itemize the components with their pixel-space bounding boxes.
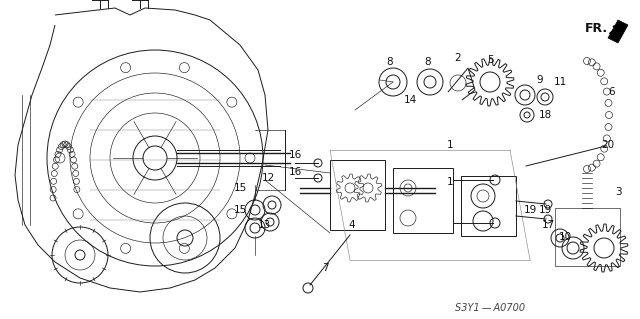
Text: 19: 19 [524, 205, 536, 215]
Text: 4: 4 [349, 220, 355, 230]
Text: 3: 3 [614, 187, 621, 197]
Text: 13: 13 [257, 220, 271, 230]
Text: 8: 8 [387, 57, 394, 67]
Text: 1: 1 [447, 177, 453, 187]
Text: 7: 7 [322, 263, 328, 273]
Text: 5: 5 [486, 55, 493, 65]
Text: 6: 6 [609, 87, 615, 97]
Text: 1: 1 [447, 140, 453, 150]
Bar [461, 176, 516, 236]
Text: 16: 16 [289, 167, 301, 177]
Text: 16: 16 [289, 150, 301, 160]
Text: 20: 20 [602, 140, 614, 150]
Text: 2: 2 [454, 53, 461, 63]
Text: 17: 17 [541, 220, 555, 230]
Polygon shape [608, 20, 628, 43]
Text: 15: 15 [234, 183, 246, 193]
Bar [393, 168, 453, 233]
Text: 11: 11 [554, 77, 566, 87]
Text: S3Y1 — A0700: S3Y1 — A0700 [455, 303, 525, 313]
Text: 12: 12 [261, 173, 275, 183]
Text: 15: 15 [234, 205, 246, 215]
Text: 18: 18 [538, 110, 552, 120]
Text: 19: 19 [538, 205, 552, 215]
Bar [555, 208, 620, 266]
Text: 14: 14 [403, 95, 417, 105]
Text: FR.: FR. [584, 21, 607, 34]
Text: 10: 10 [559, 232, 572, 242]
Text: 8: 8 [425, 57, 431, 67]
Text: 9: 9 [537, 75, 543, 85]
Bar [330, 160, 385, 230]
